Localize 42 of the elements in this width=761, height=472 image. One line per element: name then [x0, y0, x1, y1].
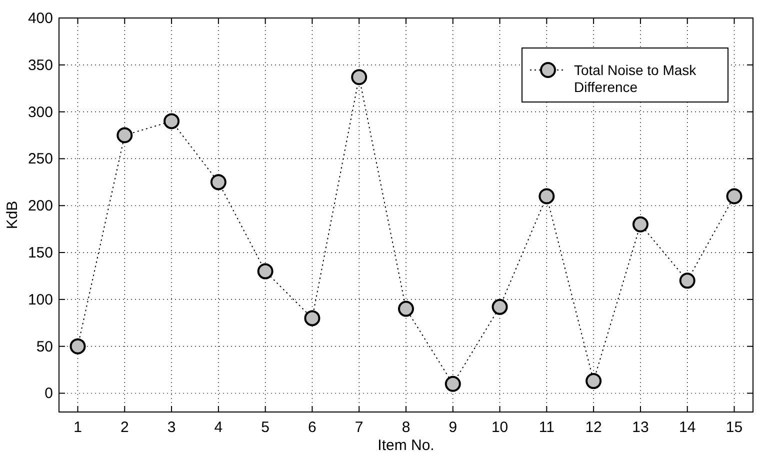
x-tick-label: 15: [726, 419, 743, 436]
y-tick-label: 350: [28, 56, 53, 74]
x-tick-label: 10: [491, 419, 508, 436]
y-tick-label: 400: [28, 10, 53, 27]
point: [538, 188, 555, 204]
y-tick-label: 50: [36, 338, 53, 356]
x-tick-label: 11: [538, 419, 554, 436]
point: [679, 272, 696, 289]
point: [632, 216, 648, 232]
point: [116, 127, 133, 144]
point: [726, 188, 742, 204]
y-axis-title: KdB: [4, 200, 21, 230]
x-tick-label: 12: [585, 419, 602, 436]
x-tick-label: 1: [74, 419, 82, 436]
point: [444, 376, 461, 392]
x-tick-label: 13: [632, 419, 649, 436]
x-tick-label: 2: [120, 419, 129, 436]
x-tick-label: 14: [679, 419, 696, 436]
point: [164, 113, 180, 130]
y-tick-label: 200: [28, 198, 53, 215]
y-tick-label: 100: [28, 291, 53, 308]
x-tick-label: 5: [261, 419, 270, 436]
legend-label: Total Noise to Mask Difference: [574, 62, 698, 95]
point: [257, 263, 274, 280]
point: [351, 69, 368, 86]
point: [304, 310, 320, 326]
point: [70, 338, 86, 354]
y-tick-label: 0: [44, 385, 53, 402]
point: [210, 174, 226, 190]
x-tick-label: 9: [448, 419, 458, 436]
x-tick-label: 4: [214, 419, 223, 436]
y-tick-label: 150: [28, 244, 53, 262]
x-tick-label: 8: [402, 419, 410, 436]
point: [492, 298, 508, 315]
y-tick-label: 250: [28, 150, 53, 168]
point: [586, 373, 602, 390]
x-tick-label: 7: [354, 419, 364, 436]
x-tick-label: 6: [308, 419, 316, 436]
point: [398, 300, 414, 317]
x-tick-label: 3: [167, 419, 176, 436]
y-tick-label: 300: [28, 104, 53, 121]
x-axis-title: Item No.: [378, 437, 434, 454]
